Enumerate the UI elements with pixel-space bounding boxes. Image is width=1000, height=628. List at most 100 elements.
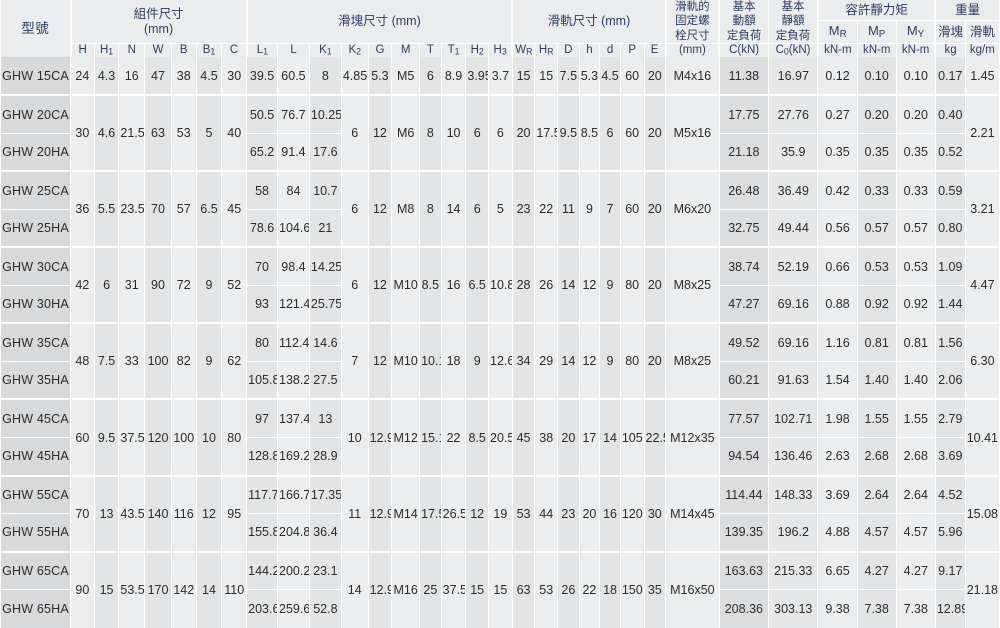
cell-block-4: 12	[367, 171, 393, 248]
cell-bolt: M8x25	[665, 323, 720, 400]
table-row: GHW 30CA 42 6 31 90 72 9 52 70 98.4 14.25 6 12 M10 8.5…	[0, 247, 1000, 324]
cell-moment-my: 0.81	[895, 323, 936, 362]
header-col-e: E	[643, 43, 667, 58]
group-line2: (mm)	[143, 21, 174, 36]
cell-bolt: M5x16	[665, 95, 720, 172]
cell-block-2: 10.7	[308, 171, 342, 210]
cell-static-load: 27.76	[768, 95, 819, 134]
cell-dynamic-load: 94.54	[718, 437, 770, 476]
cell-block-1: 166.7	[277, 475, 310, 514]
header-group-block-dimensions: 滑塊尺寸 (mm)	[245, 0, 513, 45]
cell-moment-mr: 0.12	[817, 57, 858, 96]
cell-block-0: 105.8	[246, 361, 279, 400]
cell-rail-0: 28	[511, 247, 536, 324]
cell-block-2: 36.4	[308, 513, 342, 552]
table-row: GHW 25CA 36 5.5 23.5 70 57 6.5 45 58 84 10.7 6 12 M8 8…	[0, 171, 1000, 248]
cell-assembly-6: 95	[221, 475, 248, 552]
cell-rail-6: 30	[643, 475, 667, 552]
cell-block-5: M8	[391, 171, 421, 248]
header-unit-moment-0: kN-m	[816, 43, 858, 58]
cell-assembly-3: 63	[144, 95, 172, 172]
row-model-ghw-55ca: GHW 55CA	[0, 475, 72, 514]
cell-dynamic-load: 47.27	[718, 285, 770, 324]
cell-static-load: 91.63	[768, 361, 819, 400]
cell-moment-mp: 1.40	[856, 361, 897, 400]
cell-assembly-6: 62	[221, 323, 248, 400]
row-model-ghw-45ca: GHW 45CA	[0, 399, 72, 438]
cell-rail-0: 34	[511, 323, 536, 400]
cell-block-6: 8	[419, 95, 442, 172]
cell-weight-block: 1.56	[934, 323, 966, 362]
header-col-h: H	[69, 43, 95, 58]
cell-rail-0: 63	[511, 551, 536, 628]
cell-block-2: 25.75	[308, 285, 342, 324]
cell-rail-5: 60	[619, 171, 645, 248]
header-unit-c0: C0(kN)	[768, 43, 819, 58]
header-col-d: D	[557, 43, 580, 58]
cell-moment-mp: 0.92	[856, 285, 897, 324]
cell-block-1: 204.8	[277, 513, 310, 552]
cell-moment-mr: 0.27	[817, 95, 858, 134]
header-group-rail-mounting-bolt: 滑軌的 固定螺 栓尺寸	[664, 0, 720, 45]
cell-block-6: 10.1	[419, 323, 442, 400]
cell-assembly-2: 31	[118, 247, 146, 324]
cell-rail-4: 6	[599, 95, 621, 172]
cell-assembly-5: 6.5	[195, 171, 223, 248]
cell-block-0: 50.5	[246, 95, 279, 134]
cell-moment-my: 0.35	[895, 133, 936, 172]
cell-assembly-4: 38	[170, 57, 197, 96]
cell-assembly-5: 9	[195, 323, 223, 400]
cell-weight-block: 0.59	[934, 171, 966, 210]
cell-rail-0: 15	[511, 57, 536, 96]
cell-assembly-0: 24	[70, 57, 95, 96]
cell-block-4: 12	[367, 323, 393, 400]
cell-assembly-2: 21.5	[118, 95, 146, 172]
cell-block-7: 14	[440, 171, 467, 248]
cell-block-2: 17.35	[308, 475, 342, 514]
cell-block-1: 138.2	[277, 361, 310, 400]
cell-block-5: M12	[391, 399, 421, 476]
cell-block-6: 15.1	[419, 399, 442, 476]
cell-static-load: 196.2	[768, 513, 819, 552]
cell-block-4: 12	[367, 95, 393, 172]
cell-block-5: M5	[391, 57, 421, 96]
cell-block-2: 14.6	[308, 323, 342, 362]
cell-assembly-0: 60	[70, 399, 95, 476]
cell-moment-my: 4.27	[895, 551, 936, 590]
dyn-line2: 動額	[732, 15, 756, 28]
cell-bolt: M14x45	[665, 475, 720, 552]
cell-block-3: 6	[340, 95, 369, 172]
header-unit-moment-1: kN-m	[856, 43, 897, 58]
cell-assembly-6: 45	[221, 171, 248, 248]
cell-moment-my: 0.33	[895, 171, 936, 210]
cell-moment-mp: 4.57	[856, 513, 897, 552]
header-unit-c: C(kN)	[718, 43, 770, 58]
cell-rail-1: 26	[534, 247, 559, 324]
cell-block-1: 121.4	[277, 285, 310, 324]
cell-block-8: 12	[465, 475, 490, 552]
cell-assembly-3: 170	[144, 551, 172, 628]
header-symbol-row-moment: MR MP MY 滑塊 滑軌	[1, 19, 1000, 45]
cell-rail-6: 20	[643, 171, 667, 248]
cell-rail-6: 20	[643, 57, 667, 96]
header-col-k1: K1	[308, 43, 342, 58]
table-row: GHW 45HA 128.8 169.2 28.9 94.54 136.46 2.63 2.6…	[0, 437, 1000, 476]
cell-assembly-6: 40	[221, 95, 248, 172]
cell-block-0: 97	[246, 399, 279, 438]
cell-block-1: 60.5	[277, 57, 310, 96]
table-row: GHW 15CA 24 4.3 16 47 38 4.5 30 39.5 60.5 8 4.85 5.3…	[0, 57, 1000, 96]
cell-rail-4: 4.5	[599, 57, 621, 96]
cell-dynamic-load: 11.38	[718, 57, 770, 96]
cell-rail-1: 17.5	[534, 95, 559, 172]
cell-block-6: 6	[419, 57, 442, 96]
cell-rail-3: 22	[578, 551, 601, 628]
cell-block-7: 18	[440, 323, 467, 400]
header-unit-weight-0: kg	[934, 43, 966, 58]
header-col-m: M	[391, 43, 421, 58]
cell-block-2: 27.5	[308, 361, 342, 400]
cell-block-7: 22	[440, 399, 467, 476]
cell-moment-mr: 2.63	[817, 437, 858, 476]
row-model-ghw-30ha: GHW 30HA	[0, 285, 72, 324]
header-col-w: W	[144, 43, 172, 58]
cell-block-6: 8.5	[419, 247, 442, 324]
